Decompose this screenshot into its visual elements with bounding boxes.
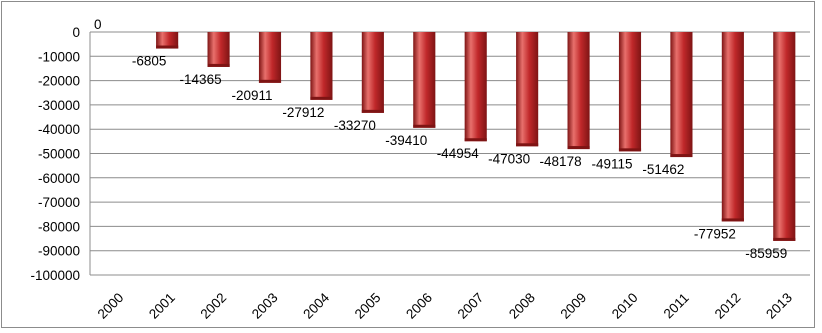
- x-tick-label: 2000: [95, 290, 127, 322]
- x-tick-label: 2003: [249, 290, 281, 322]
- y-axis-tick-labels: 0 -10000 -20000 -30000 -40000 -50000 -60000 -70…: [30, 25, 80, 283]
- y-tick-label: 0: [72, 25, 80, 40]
- bar-end-cap: [413, 124, 436, 128]
- y-tick-label: -60000: [38, 171, 80, 186]
- bar-end-cap: [258, 79, 282, 83]
- bar-end-cap: [516, 143, 539, 147]
- bar: [361, 32, 384, 113]
- x-tick-label: 2013: [763, 290, 795, 322]
- data-label: -85959: [745, 246, 787, 261]
- data-label: -44954: [437, 146, 480, 161]
- data-label: -49115: [591, 156, 632, 171]
- bar-end-cap: [207, 63, 230, 67]
- bar-end-cap: [361, 109, 384, 113]
- x-tick-label: 2005: [352, 290, 384, 322]
- bar: [310, 32, 333, 100]
- bar: [413, 32, 436, 128]
- bar: [156, 32, 179, 49]
- data-label: -48178: [540, 154, 582, 169]
- data-label: -6805: [132, 54, 167, 69]
- data-label: -47030: [488, 151, 530, 166]
- data-label: 0: [94, 17, 102, 32]
- bar-end-cap: [464, 138, 487, 142]
- y-tick-label: -40000: [38, 122, 80, 137]
- data-label: -77952: [694, 226, 736, 241]
- x-tick-label: 2004: [300, 290, 332, 322]
- bar: [670, 32, 693, 158]
- y-tick-label: -90000: [38, 244, 80, 259]
- bar: [207, 32, 230, 67]
- x-tick-label: 2007: [455, 290, 487, 322]
- x-tick-label: 2006: [403, 290, 435, 322]
- y-tick-label: -30000: [38, 98, 80, 113]
- bar: [464, 32, 487, 142]
- x-tick-label: 2009: [557, 290, 589, 322]
- bar: [773, 32, 796, 241]
- bar-end-cap: [773, 237, 796, 241]
- x-tick-label: 2001: [146, 290, 178, 322]
- bar-chart: 0 -10000 -20000 -30000 -40000 -50000 -60000 -70…: [30, 17, 810, 322]
- y-tick-label: -50000: [38, 147, 80, 162]
- data-label: -27912: [282, 105, 324, 120]
- x-tick-label: 2011: [661, 290, 692, 321]
- y-tick-label: -100000: [30, 268, 80, 283]
- bar-end-cap: [721, 218, 744, 222]
- bar: [567, 32, 590, 150]
- y-tick-label: -20000: [38, 74, 80, 89]
- data-label: -33270: [334, 118, 376, 133]
- bar-end-cap: [310, 96, 333, 100]
- x-tick-label: 2008: [506, 290, 538, 322]
- x-tick-label: 2010: [609, 290, 641, 322]
- chart-frame: 0 -10000 -20000 -30000 -40000 -50000 -60000 -70…: [1, 1, 815, 328]
- data-label: -20911: [231, 88, 272, 103]
- y-tick-label: -80000: [38, 219, 80, 234]
- bar-end-cap: [567, 146, 590, 150]
- data-label: -51462: [642, 162, 684, 177]
- data-label: -39410: [385, 133, 427, 148]
- bar: [516, 32, 539, 147]
- bar-end-cap: [670, 154, 693, 158]
- bar: [721, 32, 744, 222]
- bar-end-cap: [618, 148, 642, 152]
- x-axis-tick-labels: 2000 2001 2002 2003 2004 2005 2006 2007 2008 2009…: [95, 290, 795, 322]
- x-tick-label: 2002: [197, 290, 229, 322]
- data-label: -14365: [180, 72, 222, 87]
- bar-end-cap: [156, 45, 179, 49]
- bars: [156, 32, 796, 241]
- bar: [618, 32, 642, 152]
- data-labels: 0 -6805 -14365 -20911 -27912 -33270 -39410 -449…: [94, 17, 787, 261]
- bar: [258, 32, 282, 83]
- y-tick-label: -70000: [38, 195, 80, 210]
- y-tick-label: -10000: [38, 49, 80, 64]
- x-tick-label: 2012: [712, 290, 744, 322]
